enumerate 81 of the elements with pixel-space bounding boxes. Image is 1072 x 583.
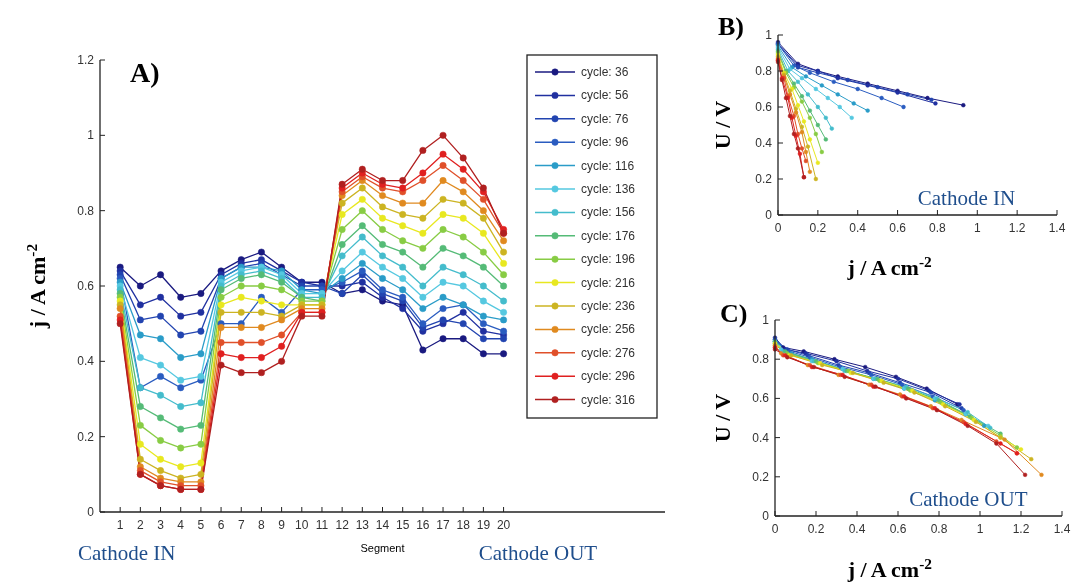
annotation: Cathode OUT	[909, 487, 1028, 511]
legend-label: cycle: 196	[581, 252, 636, 267]
text: Cathode IN	[78, 541, 176, 565]
legend-label: cycle: 276	[581, 345, 636, 360]
x-tick-label: 9	[278, 518, 286, 532]
x-axis-title: j / A cm$^{-2}$	[846, 252, 933, 280]
x-tick-label: 5	[197, 518, 205, 532]
legend-label: cycle: 116	[581, 158, 635, 173]
x-tick-label: 17	[436, 518, 451, 532]
x-tick-label: 0.4	[848, 522, 866, 536]
legend-label: cycle: 136	[581, 182, 636, 196]
legend-label: cycle: 316	[581, 392, 636, 407]
x-tick-label: 4	[177, 518, 185, 532]
y-tick-label: 1	[765, 28, 773, 42]
x-tick-label: 16	[416, 518, 430, 532]
x-tick-label: 15	[396, 518, 410, 532]
legend-label: cycle: 156	[581, 205, 636, 220]
x-tick-label: 11	[315, 518, 329, 532]
chart-title: C)	[720, 299, 748, 328]
y-tick-label: 0.6	[755, 100, 773, 114]
x-tick-label: 1	[973, 221, 981, 235]
legend-label: cycle: 96	[581, 135, 629, 150]
legend-label: cycle: 56	[581, 88, 629, 103]
x-tick-label: 1.4	[1053, 522, 1071, 536]
x-tick-label: 3	[157, 518, 165, 532]
legend-label: cycle: 296	[581, 369, 636, 384]
legend-label: cycle: 216	[581, 275, 636, 290]
x-tick-label: 0.6	[889, 221, 907, 235]
y-tick-label: 0.4	[752, 430, 770, 445]
y-tick-label: 0.2	[755, 172, 773, 186]
x-tick-label: 0.8	[930, 522, 948, 536]
x-tick-label: 12	[335, 518, 350, 532]
legend-label: cycle: 36	[581, 65, 629, 79]
x-tick-label: 0	[774, 221, 782, 235]
y-tick-label: 1.2	[77, 53, 95, 67]
x-tick-label: 14	[375, 518, 390, 532]
x-tick-label: 1.2	[1008, 221, 1026, 235]
legend-label: cycle: 256	[581, 322, 636, 337]
y-tick-label: 1	[762, 313, 770, 327]
y-tick-label: 0	[762, 509, 770, 523]
y-tick-label: 0.8	[77, 203, 95, 218]
x-tick-label: 20	[496, 518, 511, 532]
legend-label: cycle: 76	[581, 111, 629, 126]
annotation: Cathode IN	[917, 186, 1016, 210]
y-tick-label: 0.2	[752, 469, 770, 484]
chart-title: A)	[130, 57, 160, 88]
x-tick-label: 0.6	[889, 522, 907, 536]
x-tick-label: 1	[116, 518, 124, 532]
x-tick-label: 8	[258, 518, 266, 532]
y-tick-label: 0.6	[77, 279, 95, 293]
x-tick-label: 1.2	[1012, 522, 1030, 536]
x-tick-label: 1.4	[1048, 221, 1066, 235]
x-tick-label: 6	[217, 518, 225, 532]
y-axis-title: U / V	[710, 393, 735, 443]
y-axis-title: U / V	[710, 100, 735, 150]
y-tick-label: 0.2	[77, 429, 95, 444]
y-tick-label: 0.8	[755, 64, 773, 78]
x-tick-label: 10	[295, 518, 309, 532]
x-tick-label: 18	[456, 518, 471, 532]
y-tick-label: 0	[765, 208, 773, 222]
legend-label: cycle: 236	[581, 299, 636, 313]
y-tick-label: 0.4	[755, 136, 773, 150]
y-tick-label: 0	[87, 505, 95, 519]
x-tick-label: 0.2	[807, 522, 825, 536]
x-tick-label: 2	[137, 518, 145, 532]
y-tick-label: 0.4	[77, 354, 95, 369]
x-tick-label: 7	[237, 518, 245, 532]
x-axis-title: j / A cm$^{-2}$	[846, 554, 933, 582]
x-tick-label: 13	[355, 518, 370, 532]
x-tick-label: 19	[476, 518, 491, 532]
x-tick-label: 0.8	[929, 221, 947, 235]
x-tick-label: 1	[976, 522, 984, 536]
y-tick-label: 1	[87, 128, 95, 143]
x-tick-label: 0.2	[809, 221, 827, 235]
x-axis-title: Segment	[360, 542, 405, 554]
y-tick-label: 0.6	[752, 391, 770, 406]
y-tick-label: 0.8	[752, 352, 770, 367]
x-tick-label: 0.4	[849, 221, 867, 235]
chart-title: B)	[718, 12, 744, 41]
legend-label: cycle: 176	[581, 228, 636, 243]
text: Cathode OUT	[478, 541, 598, 565]
